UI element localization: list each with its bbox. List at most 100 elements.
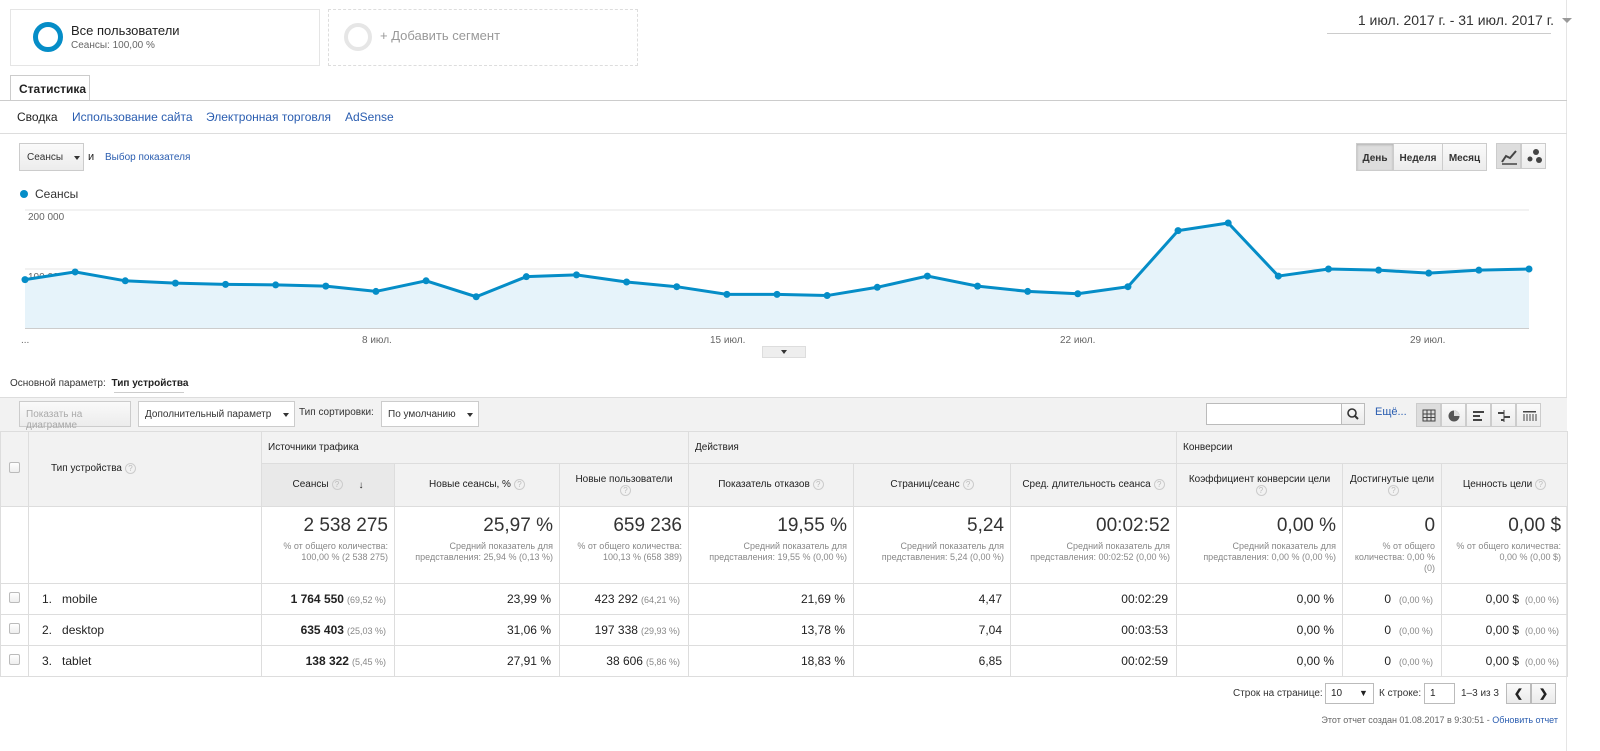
goto-row-input[interactable]: 1 bbox=[1424, 683, 1455, 704]
period-week-button[interactable]: Неделя bbox=[1393, 143, 1443, 171]
series-area bbox=[25, 222, 1529, 328]
choose-metric-link[interactable]: Выбор показателя bbox=[105, 152, 191, 163]
y-tick-label: 200 000 bbox=[28, 212, 65, 223]
help-icon[interactable]: ? bbox=[812, 479, 824, 491]
metric-select[interactable]: Сеансы bbox=[19, 143, 84, 171]
row-cell-new-sessions: 31,06 % bbox=[394, 614, 560, 646]
data-point bbox=[873, 283, 881, 291]
dropdown-triangle-icon: ▼ bbox=[1359, 688, 1368, 698]
and-label: и bbox=[88, 151, 95, 163]
totals-empty-cell bbox=[0, 506, 29, 584]
rows-per-page-select[interactable]: 10 ▼ bbox=[1325, 683, 1374, 704]
advanced-filter-link[interactable]: Ещё... bbox=[1375, 406, 1407, 418]
sort-type-value: По умолчанию bbox=[388, 409, 456, 420]
row-cell-goals: 0 (0,00 %) bbox=[1342, 583, 1443, 615]
help-icon[interactable]: ? bbox=[1255, 484, 1267, 496]
row-checkbox[interactable] bbox=[9, 592, 20, 603]
help-icon[interactable]: ? bbox=[1153, 479, 1165, 491]
pivot-view-button[interactable] bbox=[1516, 403, 1541, 427]
column-header-new-users[interactable]: Новые пользователи? bbox=[559, 463, 689, 507]
column-header-goal-completions[interactable]: Достигнутые цели? bbox=[1342, 463, 1443, 507]
subnav-summary[interactable]: Сводка bbox=[17, 110, 58, 124]
sort-type-select[interactable]: По умолчанию bbox=[381, 401, 479, 427]
segment-all-users[interactable]: Все пользователи Сеансы: 100,00 % bbox=[10, 9, 320, 66]
row-cell-duration: 00:02:29 bbox=[1009, 583, 1178, 615]
period-day-button[interactable]: День bbox=[1356, 143, 1394, 171]
primary-dimension-value[interactable]: Тип устройства bbox=[111, 378, 189, 389]
tab-statistics[interactable]: Статистика bbox=[10, 75, 90, 101]
prev-page-button[interactable]: ❮ bbox=[1506, 683, 1531, 704]
table-row[interactable]: 2. desktop 635 403 (25,03 %) 31,06 % 197 338… bbox=[0, 614, 1569, 646]
line-chart-button[interactable] bbox=[1496, 143, 1521, 169]
total-cell: 0,00 % Средний показатель для представлен… bbox=[1176, 506, 1344, 584]
dimension-header[interactable]: Тип устройства? bbox=[28, 431, 262, 507]
subnav-ecommerce[interactable]: Электронная торговля bbox=[206, 110, 331, 124]
subnav-divider bbox=[0, 133, 1567, 134]
row-checkbox[interactable] bbox=[9, 623, 20, 634]
row-dimension-value[interactable]: mobile bbox=[62, 592, 98, 606]
help-icon[interactable]: ? bbox=[1535, 479, 1547, 491]
performance-view-button[interactable] bbox=[1466, 403, 1491, 427]
sort-type-label: Тип сортировки: bbox=[299, 407, 374, 418]
table-view-button[interactable] bbox=[1416, 403, 1441, 427]
help-icon[interactable]: ? bbox=[962, 479, 974, 491]
row-cell-new-users: 197 338 (29,93 %) bbox=[559, 614, 689, 646]
column-header-bounce-rate[interactable]: Показатель отказов? bbox=[688, 463, 854, 507]
table-search-input[interactable] bbox=[1206, 403, 1342, 425]
column-header-avg-duration[interactable]: Сред. длительность сеанса? bbox=[1009, 463, 1178, 507]
add-segment-button[interactable]: + Добавить сегмент bbox=[328, 9, 638, 66]
row-cell-conversion: 0,00 % bbox=[1176, 614, 1344, 646]
table-search-button[interactable] bbox=[1341, 403, 1365, 425]
row-cell-sessions: 138 322 (5,45 %) bbox=[261, 645, 395, 677]
total-subtext: Средний показатель для представления: 00… bbox=[1030, 541, 1171, 562]
primary-dimension-underline bbox=[114, 392, 184, 393]
row-checkbox-cell bbox=[0, 645, 29, 677]
help-icon[interactable]: ? bbox=[124, 463, 136, 475]
table-row[interactable]: 3. tablet 138 322 (5,45 %) 27,91 % 38 606 (5,… bbox=[0, 645, 1569, 677]
date-range-picker[interactable]: 1 июл. 2017 г. - 31 июл. 2017 г. bbox=[1357, 12, 1554, 28]
row-index: 3. bbox=[42, 654, 53, 668]
row-dimension-value[interactable]: tablet bbox=[62, 654, 92, 668]
row-cell-duration: 00:03:53 bbox=[1009, 614, 1178, 646]
subnav-adsense[interactable]: AdSense bbox=[345, 110, 394, 124]
column-header-label: Коэффициент конверсии цели bbox=[1188, 473, 1331, 485]
sessions-chart[interactable] bbox=[0, 200, 1567, 350]
select-all-checkbox[interactable] bbox=[9, 462, 20, 473]
row-checkbox[interactable] bbox=[9, 654, 20, 665]
table-row[interactable]: 1. mobile 1 764 550 (69,52 %) 23,99 % 423 29… bbox=[0, 583, 1569, 615]
row-dimension-value[interactable]: desktop bbox=[62, 623, 105, 637]
total-subtext: Средний показатель для представления: 25… bbox=[415, 541, 553, 562]
row-cell-conversion: 0,00 % bbox=[1176, 583, 1344, 615]
pagination-range: 1–3 из 3 bbox=[1461, 688, 1499, 699]
column-header-label: Ценность цели bbox=[1462, 479, 1533, 491]
help-icon[interactable]: ? bbox=[1388, 484, 1400, 496]
column-header-goal-conversion[interactable]: Коэффициент конверсии цели? bbox=[1176, 463, 1344, 507]
row-cell-sessions: 1 764 550 (69,52 %) bbox=[261, 583, 395, 615]
column-header-pages-per-session[interactable]: Страниц/сеанс? bbox=[853, 463, 1011, 507]
next-page-button[interactable]: ❯ bbox=[1531, 683, 1556, 704]
column-header-sessions[interactable]: Сеансы? ↓ bbox=[261, 463, 395, 507]
column-header-goal-value[interactable]: Ценность цели? bbox=[1441, 463, 1569, 507]
plot-rows-button[interactable]: Показать на диаграмме bbox=[19, 401, 131, 431]
column-header-new-sessions[interactable]: Новые сеансы, %? bbox=[394, 463, 560, 507]
secondary-dimension-select[interactable]: Дополнительный параметр bbox=[138, 401, 295, 427]
data-point bbox=[322, 282, 330, 290]
motion-chart-button[interactable] bbox=[1521, 143, 1546, 169]
segment-subtitle: Сеансы: 100,00 % bbox=[71, 40, 155, 51]
subnav-site-usage[interactable]: Использование сайта bbox=[72, 110, 193, 124]
period-month-button[interactable]: Месяц bbox=[1442, 143, 1487, 171]
chart-collapse-handle[interactable] bbox=[762, 346, 806, 358]
comparison-view-button[interactable] bbox=[1491, 403, 1516, 427]
refresh-report-link[interactable]: Обновить отчет bbox=[1492, 715, 1558, 725]
cell-percent: (0,00 %) bbox=[1525, 626, 1560, 636]
chevron-down-icon bbox=[74, 156, 80, 160]
sort-down-icon[interactable]: ↓ bbox=[358, 479, 364, 491]
secondary-dimension-label: Дополнительный параметр bbox=[145, 409, 272, 420]
pie-view-button[interactable] bbox=[1441, 403, 1466, 427]
cell-value: 38 606 bbox=[606, 654, 643, 668]
date-range-dropdown-icon[interactable] bbox=[1562, 18, 1572, 23]
help-icon[interactable]: ? bbox=[513, 479, 525, 491]
segment-empty-ring-icon bbox=[344, 23, 372, 51]
help-icon[interactable]: ? bbox=[331, 479, 343, 491]
help-icon[interactable]: ? bbox=[620, 484, 631, 496]
